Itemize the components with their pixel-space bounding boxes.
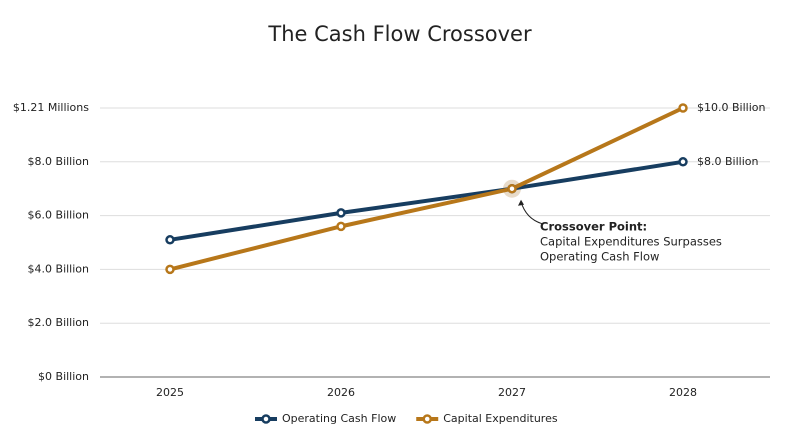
x-tick-label: 2026 [327, 386, 355, 399]
y-tick-label: $4.0 Billion [28, 262, 89, 275]
data-point [678, 157, 688, 167]
annotation-text: Operating Cash Flow [540, 250, 659, 264]
arrow-head [518, 199, 524, 206]
data-point [336, 221, 346, 232]
x-tick-label: 2025 [156, 386, 184, 399]
data-point [507, 183, 517, 194]
y-tick-label: $0 Billion [38, 370, 89, 383]
y-tick-label: $6.0 Billion [28, 209, 89, 222]
x-tick-label: 2028 [669, 386, 697, 399]
data-point [678, 103, 688, 113]
data-point [165, 264, 175, 275]
data-point [336, 208, 346, 218]
data-label: $8.0 Billion [697, 155, 758, 168]
chart-title: The Cash Flow Crossover [267, 22, 532, 46]
annotation-arrow [520, 201, 543, 225]
legend-marker [261, 414, 271, 424]
legend-label: Capital Expenditures [443, 412, 558, 425]
annotation-text: Capital Expenditures Surpasses [540, 235, 722, 249]
y-tick-label: $8.0 Billion [28, 155, 89, 168]
legend-label: Operating Cash Flow [282, 412, 396, 425]
data-point [165, 235, 175, 245]
annotation-title: Crossover Point: [540, 220, 647, 234]
x-tick-label: 2027 [498, 386, 526, 399]
series-line [169, 106, 684, 272]
legend-marker [422, 414, 432, 424]
data-label: $10.0 Billion [697, 101, 765, 114]
series-line [169, 159, 684, 242]
y-tick-label: $1.21 Millions [13, 101, 89, 114]
y-tick-label: $2.0 Billion [28, 316, 89, 329]
